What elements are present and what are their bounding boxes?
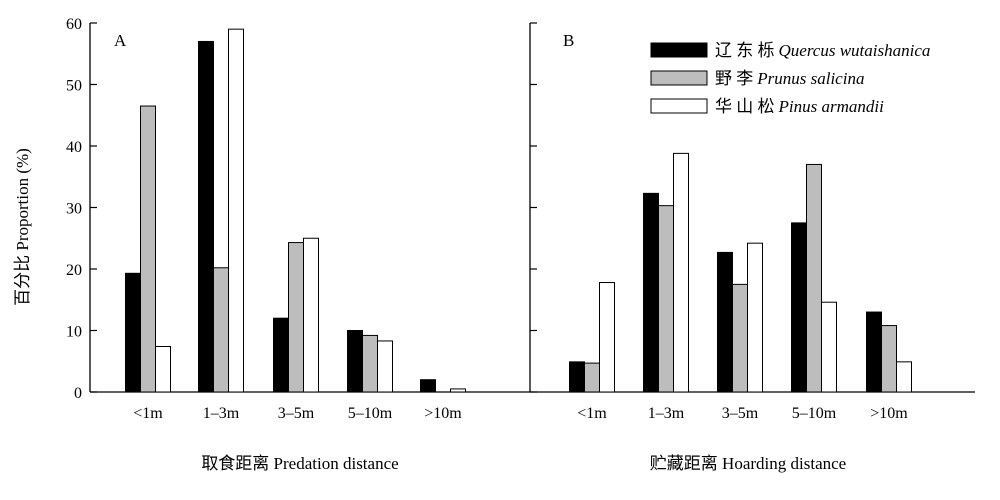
- panel-b-category-labels: <1m 1–3m 3–5m 5–10m >10m: [577, 405, 908, 422]
- panel-a-letter: A: [114, 31, 127, 50]
- panel-a-bar: [140, 105, 156, 393]
- panel-b-x-title: 贮藏距离 Hoarding distance: [650, 454, 846, 473]
- panel-b-y-ticks: [530, 22, 537, 393]
- panel-a-category-label: >10m: [424, 405, 462, 422]
- legend-label-quercus: 辽 东 栎 Quercus wutaishanica: [715, 41, 930, 60]
- panel-a-tick-label: 60: [66, 16, 82, 33]
- panel-b-bar: [791, 222, 807, 393]
- panel-b-bar: [643, 192, 659, 393]
- panel-b-category-label: 1–3m: [648, 405, 685, 422]
- panel-a-tick-label: 30: [66, 201, 82, 218]
- legend-swatch-quercus: [650, 42, 708, 58]
- panel-b-bar: [673, 152, 689, 393]
- panel-a-tick-label: 0: [74, 385, 82, 402]
- panel-a-category-labels: <1m 1–3m 3–5m 5–10m >10m: [133, 405, 462, 422]
- panel-a-category-label: 1–3m: [203, 405, 240, 422]
- panel-a-category-label: 5–10m: [348, 405, 393, 422]
- panel-a-bar: [273, 317, 289, 393]
- panel-b-category-label: 3–5m: [722, 405, 759, 422]
- panel-b-letter: B: [563, 31, 574, 50]
- panel-a-tick-label: 20: [66, 262, 82, 279]
- panel-b-bar: [806, 163, 822, 393]
- panel-b-bar: [732, 283, 748, 393]
- panel-a-tick-label: 50: [66, 78, 82, 95]
- panel-b-bar: [896, 361, 912, 393]
- y-axis-title: 百分比 Proportion (%): [13, 148, 32, 306]
- legend-label-prunus: 野 李 Prunus salicina: [715, 69, 864, 88]
- panel-b: B 贮藏距离 Hoarding distance <1m 1–3m 3–5m 5–10…: [529, 22, 975, 473]
- panel-a: A 取食距离 Predation distance 0102030405060 …: [66, 16, 530, 473]
- panel-b-bar: [569, 361, 585, 393]
- panel-b-bar: [821, 301, 837, 393]
- legend: 辽 东 栎 Quercus wutaishanica 野 李 Prunus sali…: [650, 41, 930, 116]
- panel-a-bars: [125, 28, 466, 393]
- panel-a-tick-label: 40: [66, 139, 82, 156]
- panel-a-bar: [347, 330, 363, 393]
- panel-b-bar: [599, 282, 615, 393]
- panel-a-bar: [125, 272, 141, 393]
- panel-a-category-label: <1m: [133, 405, 163, 422]
- panel-a-bar: [377, 340, 393, 393]
- panel-b-category-label: >10m: [870, 405, 908, 422]
- panel-a-category-label: 3–5m: [278, 405, 315, 422]
- panel-a-bar: [155, 345, 171, 393]
- panel-b-category-label: 5–10m: [792, 405, 837, 422]
- panel-b-bar: [717, 251, 733, 393]
- panel-a-x-title: 取食距离 Predation distance: [201, 454, 398, 473]
- panel-a-bar: [288, 242, 304, 393]
- legend-swatch-pinus: [650, 98, 708, 114]
- panel-a-bar: [362, 334, 378, 393]
- legend-swatch-prunus: [650, 70, 708, 86]
- panel-b-bar: [658, 205, 674, 393]
- panel-b-category-label: <1m: [577, 405, 607, 422]
- panel-a-bar: [420, 379, 436, 393]
- panel-a-bar: [213, 267, 229, 393]
- panel-b-bar: [881, 325, 897, 393]
- panel-b-bar: [584, 362, 600, 393]
- panel-b-bar: [866, 311, 882, 393]
- legend-label-pinus: 华 山 松 Pinus armandii: [715, 97, 884, 116]
- panel-a-bar: [303, 237, 319, 393]
- panel-b-bars: [569, 152, 912, 393]
- panel-a-bar: [228, 28, 244, 393]
- panel-b-bar: [747, 242, 763, 393]
- panel-a-bar: [198, 40, 214, 393]
- panel-a-bar: [450, 388, 466, 393]
- panel-a-y-ticks: 0 10 20 30 40 50 60: [66, 16, 97, 402]
- panel-a-tick-label: 10: [66, 324, 82, 341]
